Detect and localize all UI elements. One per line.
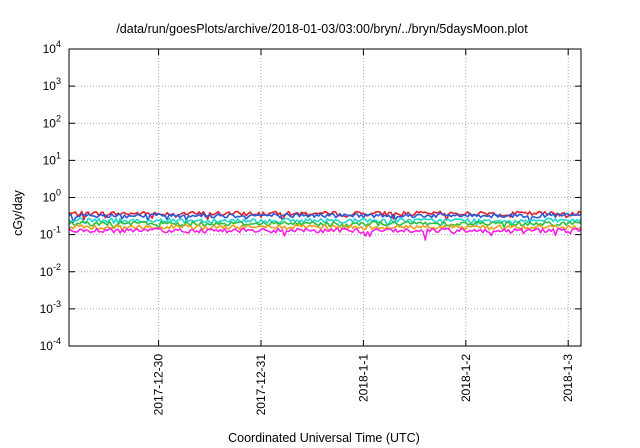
x-tick-label: 2017-12-31: [254, 354, 268, 416]
y-tick-label: 10-1: [40, 225, 61, 242]
tick-marks: [69, 48, 581, 347]
series-line-3: [68, 217, 582, 227]
y-tick-label: 103: [43, 76, 61, 93]
chart-title: /data/run/goesPlots/archive/2018-01-03/0…: [116, 22, 528, 36]
x-tick-labels: 2017-12-30 2017-12-31 2018-1-1 2018-1-2 2018…: [152, 354, 576, 416]
y-tick-label: 102: [43, 113, 61, 130]
series-line-2: [68, 212, 582, 223]
x-axis-label: Coordinated Universal Time (UTC): [228, 431, 420, 445]
y-tick-label: 10-2: [40, 262, 61, 279]
y-tick-label: 10-3: [40, 299, 61, 316]
y-axis-label: cGy/day: [11, 189, 25, 236]
y-tick-label: 101: [43, 150, 61, 167]
grid-lines: [69, 48, 581, 347]
y-tick-labels: 10-4 10-3 10-2 10-1 100 101 102 103 104: [40, 39, 61, 353]
y-tick-label: 10-4: [40, 336, 61, 353]
y-tick-label: 100: [43, 188, 61, 205]
x-tick-label: 2018-1-1: [356, 354, 370, 402]
x-tick-label: 2018-1-3: [561, 354, 575, 402]
data-series: [68, 210, 582, 241]
x-tick-label: 2018-1-2: [459, 354, 473, 402]
x-tick-label: 2017-12-30: [152, 354, 166, 416]
series-line-6: [68, 227, 582, 241]
y-tick-label: 104: [43, 39, 61, 56]
